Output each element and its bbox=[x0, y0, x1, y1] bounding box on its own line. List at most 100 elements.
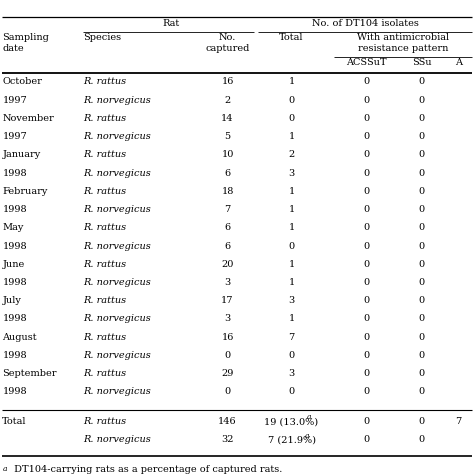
Text: 0: 0 bbox=[363, 187, 369, 196]
Text: 0: 0 bbox=[363, 114, 369, 123]
Text: 3: 3 bbox=[288, 369, 295, 378]
Text: 0: 0 bbox=[225, 388, 230, 396]
Text: 0: 0 bbox=[419, 242, 425, 250]
Text: September: September bbox=[2, 369, 57, 378]
Text: 1998: 1998 bbox=[2, 278, 27, 287]
Text: R. rattus: R. rattus bbox=[83, 417, 126, 426]
Text: 1998: 1998 bbox=[2, 315, 27, 323]
Text: R. rattus: R. rattus bbox=[83, 150, 126, 159]
Text: R. rattus: R. rattus bbox=[83, 296, 126, 305]
Text: 3: 3 bbox=[288, 169, 295, 177]
Text: 0: 0 bbox=[419, 187, 425, 196]
Text: Total: Total bbox=[279, 33, 304, 42]
Text: 0: 0 bbox=[419, 169, 425, 177]
Text: 0: 0 bbox=[363, 169, 369, 177]
Text: 0: 0 bbox=[419, 260, 425, 269]
Text: A: A bbox=[455, 58, 462, 67]
Text: 3: 3 bbox=[288, 296, 295, 305]
Text: 0: 0 bbox=[289, 96, 294, 104]
Text: 0: 0 bbox=[419, 388, 425, 396]
Text: 0: 0 bbox=[363, 205, 369, 214]
Text: Rat: Rat bbox=[162, 19, 179, 28]
Text: 1997: 1997 bbox=[2, 96, 27, 104]
Text: SSu: SSu bbox=[412, 58, 432, 67]
Text: 0: 0 bbox=[419, 333, 425, 342]
Text: Total: Total bbox=[2, 417, 27, 426]
Text: 0: 0 bbox=[363, 278, 369, 287]
Text: 0: 0 bbox=[419, 369, 425, 378]
Text: 0: 0 bbox=[363, 351, 369, 360]
Text: R. norvegicus: R. norvegicus bbox=[83, 435, 151, 444]
Text: 16: 16 bbox=[221, 77, 234, 86]
Text: 0: 0 bbox=[363, 333, 369, 342]
Text: 3: 3 bbox=[224, 315, 231, 323]
Text: R. norvegicus: R. norvegicus bbox=[83, 351, 151, 360]
Text: 0: 0 bbox=[419, 77, 425, 86]
Text: 0: 0 bbox=[419, 150, 425, 159]
Text: 0: 0 bbox=[363, 223, 369, 232]
Text: 1998: 1998 bbox=[2, 242, 27, 250]
Text: 5: 5 bbox=[225, 132, 230, 141]
Text: 18: 18 bbox=[221, 187, 234, 196]
Text: 0: 0 bbox=[419, 205, 425, 214]
Text: 146: 146 bbox=[218, 417, 237, 426]
Text: 0: 0 bbox=[363, 417, 369, 426]
Text: 1: 1 bbox=[288, 315, 295, 323]
Text: 10: 10 bbox=[221, 150, 234, 159]
Text: 0: 0 bbox=[419, 96, 425, 104]
Text: 1998: 1998 bbox=[2, 169, 27, 177]
Text: 6: 6 bbox=[225, 242, 230, 250]
Text: 7: 7 bbox=[456, 417, 462, 426]
Text: R. norvegicus: R. norvegicus bbox=[83, 315, 151, 323]
Text: 0: 0 bbox=[363, 369, 369, 378]
Text: 6: 6 bbox=[225, 169, 230, 177]
Text: 0: 0 bbox=[419, 114, 425, 123]
Text: Species: Species bbox=[83, 33, 121, 42]
Text: October: October bbox=[2, 77, 42, 86]
Text: 0: 0 bbox=[419, 132, 425, 141]
Text: a: a bbox=[304, 431, 309, 439]
Text: 0: 0 bbox=[363, 388, 369, 396]
Text: 0: 0 bbox=[419, 278, 425, 287]
Text: 0: 0 bbox=[419, 435, 425, 444]
Text: 0: 0 bbox=[363, 96, 369, 104]
Text: R. rattus: R. rattus bbox=[83, 260, 126, 269]
Text: 1: 1 bbox=[288, 77, 295, 86]
Text: 0: 0 bbox=[363, 260, 369, 269]
Text: 0: 0 bbox=[363, 315, 369, 323]
Text: 3: 3 bbox=[224, 278, 231, 287]
Text: 1: 1 bbox=[288, 278, 295, 287]
Text: 1998: 1998 bbox=[2, 388, 27, 396]
Text: June: June bbox=[2, 260, 25, 269]
Text: R. norvegicus: R. norvegicus bbox=[83, 242, 151, 250]
Text: 0: 0 bbox=[363, 150, 369, 159]
Text: 1998: 1998 bbox=[2, 205, 27, 214]
Text: 0: 0 bbox=[289, 351, 294, 360]
Text: R. norvegicus: R. norvegicus bbox=[83, 278, 151, 287]
Text: 0: 0 bbox=[419, 223, 425, 232]
Text: 1: 1 bbox=[288, 187, 295, 196]
Text: 6: 6 bbox=[225, 223, 230, 232]
Text: 1: 1 bbox=[288, 223, 295, 232]
Text: 7: 7 bbox=[224, 205, 231, 214]
Text: a: a bbox=[2, 465, 7, 474]
Text: August: August bbox=[2, 333, 37, 342]
Text: R. norvegicus: R. norvegicus bbox=[83, 132, 151, 141]
Text: 2: 2 bbox=[288, 150, 295, 159]
Text: 7 (21.9%): 7 (21.9%) bbox=[267, 435, 316, 444]
Text: R. norvegicus: R. norvegicus bbox=[83, 388, 151, 396]
Text: 1: 1 bbox=[288, 205, 295, 214]
Text: 0: 0 bbox=[363, 242, 369, 250]
Text: 1: 1 bbox=[288, 260, 295, 269]
Text: 0: 0 bbox=[363, 132, 369, 141]
Text: R. rattus: R. rattus bbox=[83, 223, 126, 232]
Text: 20: 20 bbox=[221, 260, 234, 269]
Text: 16: 16 bbox=[221, 333, 234, 342]
Text: 0: 0 bbox=[363, 435, 369, 444]
Text: July: July bbox=[2, 296, 21, 305]
Text: R. norvegicus: R. norvegicus bbox=[83, 169, 151, 177]
Text: 19 (13.0%): 19 (13.0%) bbox=[264, 417, 319, 426]
Text: 0: 0 bbox=[289, 114, 294, 123]
Text: 29: 29 bbox=[221, 369, 234, 378]
Text: 32: 32 bbox=[221, 435, 234, 444]
